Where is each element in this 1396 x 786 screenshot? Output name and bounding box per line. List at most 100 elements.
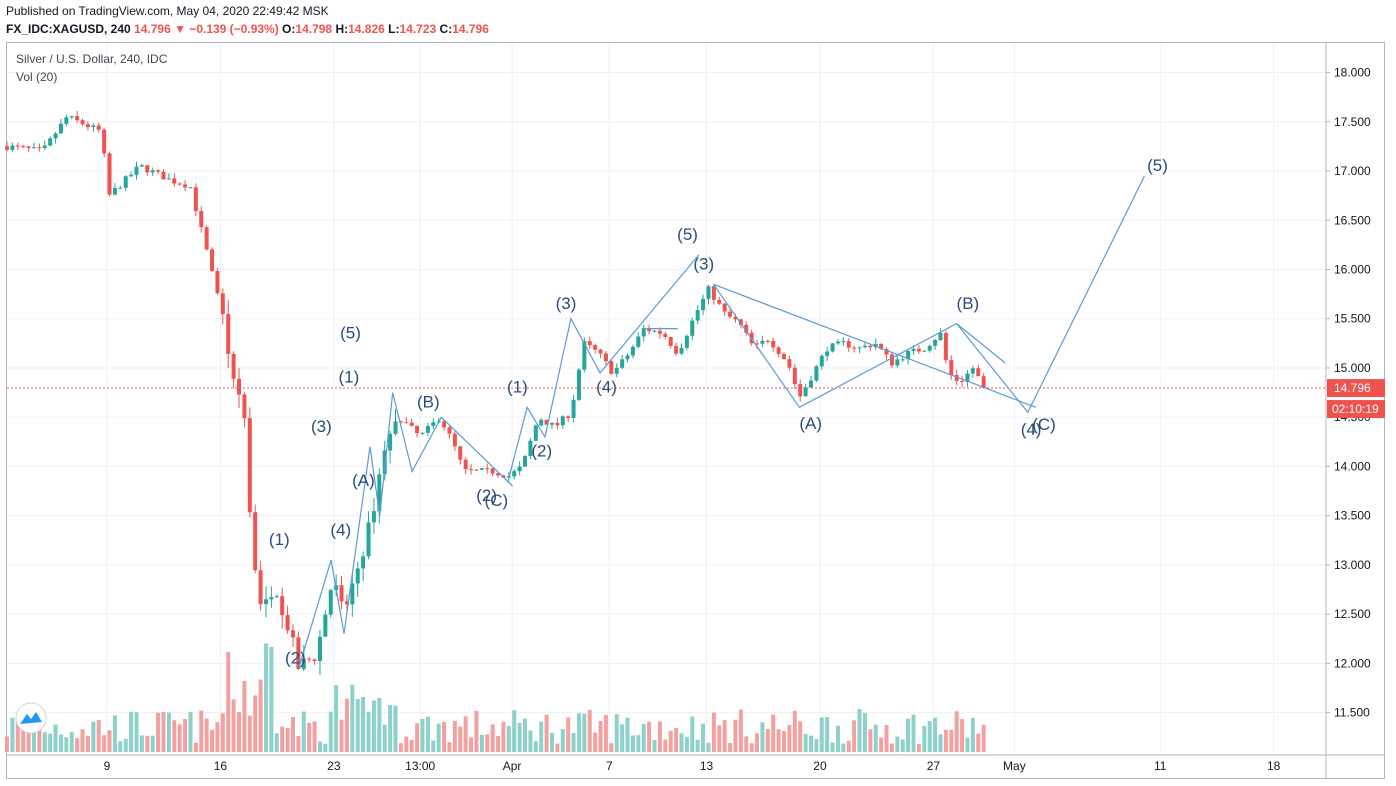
wave-label: (A) [799, 414, 822, 433]
volume-bar [663, 739, 668, 752]
volume-bar [21, 719, 26, 752]
volume-bar [231, 699, 236, 752]
y-tick-label: 13.000 [1334, 558, 1371, 572]
volume-bar [177, 724, 182, 752]
volume-bar [922, 725, 927, 752]
candle-body [895, 359, 900, 366]
candle-body [48, 138, 53, 146]
candle-body [620, 359, 625, 368]
volume-bar [711, 712, 716, 752]
volume-bar [458, 726, 463, 752]
volume-bar [382, 724, 387, 752]
wave-line [508, 254, 700, 477]
candle-body [555, 422, 560, 426]
volume-bar [501, 721, 506, 752]
volume-bar [415, 723, 420, 752]
candle-body [647, 327, 652, 332]
volume-bar [593, 732, 598, 752]
candle-body [603, 353, 608, 362]
candle-body [64, 117, 69, 124]
volume-bar [879, 737, 884, 752]
volume-bar [841, 743, 846, 752]
volume-bar [96, 719, 101, 752]
y-tick-label: 15.500 [1334, 312, 1371, 326]
volume-bar [269, 646, 274, 752]
low-label: L: [388, 22, 400, 36]
wave-line [713, 283, 1037, 408]
candle-body [361, 556, 366, 569]
volume-bar [814, 739, 819, 752]
volume-bar [566, 717, 571, 752]
volume-bar [846, 740, 851, 752]
candle-body [237, 378, 242, 395]
volume-bar [808, 735, 813, 752]
volume-bar [474, 710, 479, 752]
volume-bar [334, 685, 339, 752]
candle-body [247, 418, 252, 513]
volume-bar [199, 710, 204, 752]
candle-body [814, 366, 819, 381]
volume-bar [264, 643, 269, 752]
wave-line [713, 175, 1146, 414]
candle-body [852, 347, 857, 349]
candle-body [215, 270, 220, 294]
candle-body [668, 337, 673, 346]
candle-body [285, 615, 290, 631]
volume-bar [679, 733, 684, 752]
candle-body [366, 522, 371, 557]
volume-bar [647, 721, 652, 752]
candle-body [943, 332, 948, 361]
candle-body [782, 353, 787, 360]
volume-bar [927, 721, 932, 752]
x-tick-label: 20 [813, 759, 827, 773]
low-value: 14.723 [399, 22, 437, 36]
candle-body [10, 145, 15, 150]
candle-body [711, 286, 716, 300]
volume-bar [274, 733, 279, 752]
x-tick-label: Apr [503, 759, 522, 773]
y-tick-label: 11.500 [1334, 706, 1370, 720]
candle-body [916, 348, 921, 352]
candle-body [787, 359, 792, 368]
y-tick-label: 17.000 [1334, 164, 1371, 178]
volume-bar [10, 717, 15, 752]
volume-bar [53, 724, 58, 752]
candle-body [172, 178, 177, 184]
wave-label: (4) [596, 378, 617, 397]
candle-body [868, 345, 873, 348]
wave-label: (2) [476, 486, 497, 505]
volume-bar [404, 736, 409, 752]
candle-body [371, 511, 376, 523]
candle-body [733, 316, 738, 320]
volume-bar [733, 719, 738, 752]
candle-body [134, 166, 139, 175]
candle-body [204, 227, 209, 250]
volume-bar [37, 723, 42, 752]
candle-body [404, 422, 409, 424]
volume-bar [469, 737, 474, 752]
volume-bar [80, 729, 85, 752]
volume-bar [166, 712, 171, 752]
wave-label: (B) [957, 294, 980, 313]
volume-bar [377, 698, 382, 752]
volume-bar [344, 698, 349, 752]
tradingview-logo-icon [15, 702, 47, 734]
candle-body [193, 187, 198, 212]
candle-body [587, 341, 592, 346]
volume-bar [452, 720, 457, 752]
volume-bar [717, 725, 722, 752]
volume-bar [253, 695, 258, 752]
volume-bar [26, 727, 31, 752]
volume-bar [172, 720, 177, 752]
volume-bar [139, 735, 144, 752]
volume-bar [900, 739, 905, 752]
y-tick-label: 14.000 [1334, 459, 1371, 473]
volume-bar [64, 737, 69, 752]
candle-body [280, 596, 285, 616]
volume-bar [85, 735, 90, 752]
candle-body [873, 343, 878, 348]
close-value: 14.796 [452, 22, 489, 36]
volume-bar [123, 738, 128, 752]
candle-body [701, 298, 706, 311]
